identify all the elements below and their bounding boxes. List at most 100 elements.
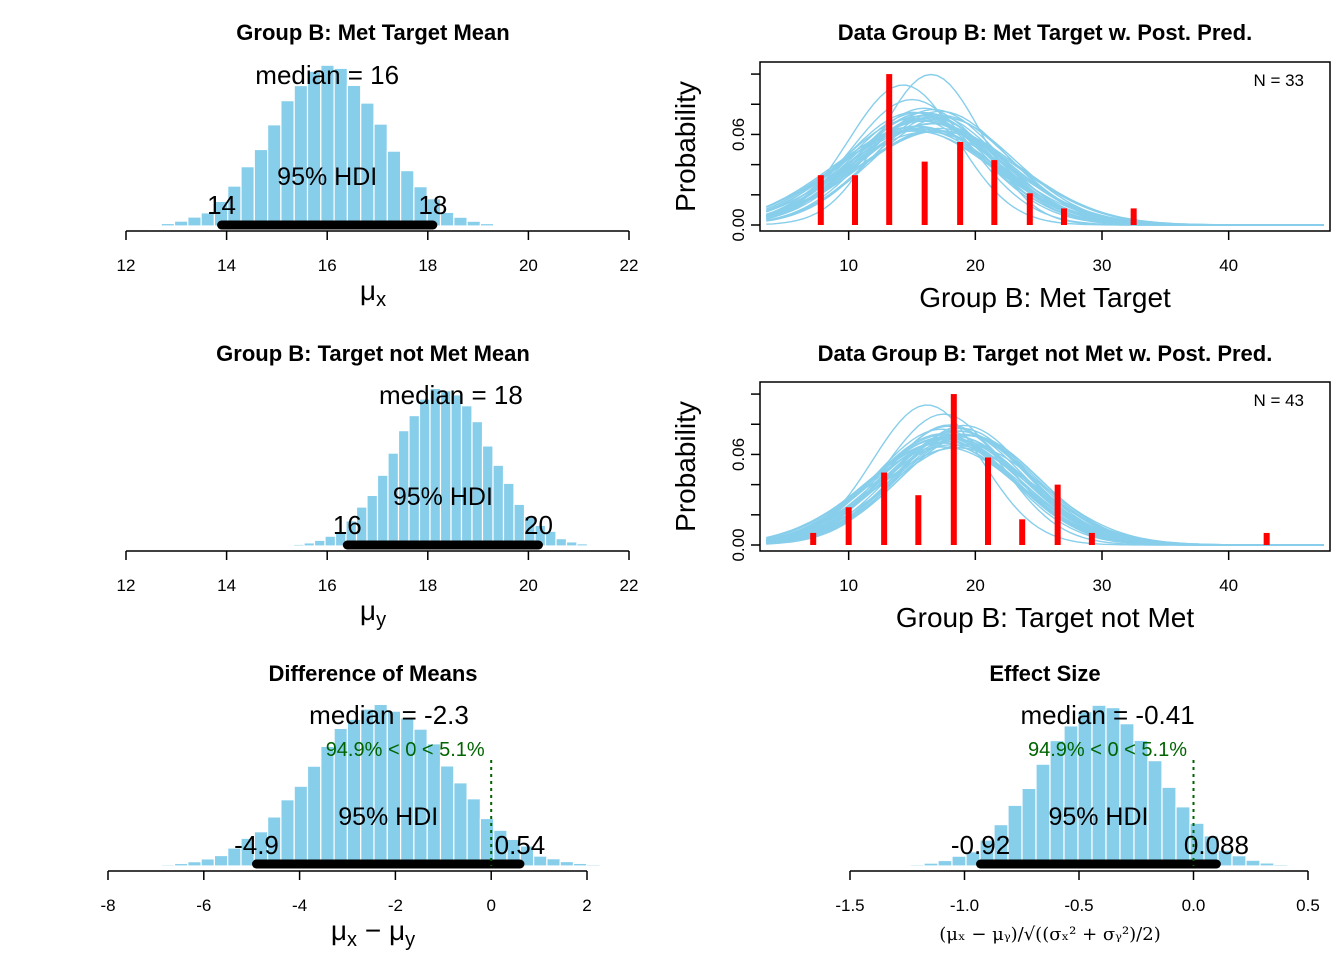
histogram-bar [937,859,953,867]
histogram-bar [1245,859,1261,867]
histogram-bar [313,539,326,547]
comparison-label: 94.9% < 0 < 5.1% [326,739,485,761]
histogram-bar [229,544,242,547]
histogram-bar [292,543,305,547]
histogram-bar [306,70,322,227]
histogram-bar [1287,864,1303,867]
x-tick-label: -4 [292,896,307,915]
x-tick-label: 40 [1219,256,1238,275]
x-tick-label: -8 [100,896,115,915]
y-axis [751,73,760,226]
histogram-bar [565,541,578,547]
histogram-bar [366,494,379,547]
histogram-bar [240,166,255,227]
histogram-bar [769,864,785,867]
y-tick-label: 0.06 [729,118,748,151]
pp-curve [766,125,1324,226]
histogram-bar [320,745,335,867]
hdi-label: 95% HDI [393,483,493,511]
histogram-bar [306,765,322,867]
histogram-bar [134,224,149,227]
median-label: median = -0.41 [1021,700,1195,730]
pp-curve [766,125,1324,226]
data-bar [1026,193,1033,225]
histogram-bar [586,863,601,867]
data-bar [845,507,852,545]
histogram-bar [1301,864,1317,867]
x-tick-label: 10 [839,576,858,595]
x-tick-label: 14 [217,256,236,275]
histogram-bar [519,224,535,227]
histogram-bar [219,544,232,547]
histogram-bars [107,64,641,227]
x-tick-label: 18 [418,576,437,595]
histogram-bar [187,861,202,867]
histogram-bar [559,860,575,867]
x-tick-label: 30 [1093,256,1112,275]
data-bar [985,457,991,545]
data-bar [1088,532,1095,545]
hdi-label: 95% HDI [338,803,438,831]
histogram-bar [1147,760,1163,867]
histogram-bar [797,864,813,867]
histogram-bar [250,544,263,547]
x-tick-label: 12 [117,256,136,275]
x-tick-label: 22 [620,256,639,275]
histogram-bars [769,704,1331,867]
pp-curve [766,127,1324,226]
histogram-bar [853,864,869,867]
data-bar [1054,484,1061,545]
histogram-bar [867,864,883,867]
x-axis-label: Group B: Met Target [919,282,1171,313]
data-bars [817,74,1137,226]
histogram-bar [628,544,641,547]
histogram-bar [572,224,588,227]
histogram-bar [626,224,641,227]
histogram-bar [1259,862,1275,867]
histogram-bar [147,864,162,867]
x-tick-label: -2 [388,896,403,915]
histogram-bar [386,710,402,867]
histogram-bar [418,398,431,547]
data-bar [915,495,922,545]
x-tick-label: 2 [582,896,591,915]
x-tick-label: 30 [1093,576,1112,595]
histogram-bar [261,544,274,547]
histogram-bar [881,864,897,867]
x-tick-label: 16 [318,256,337,275]
posterior-predictive-curves [766,404,1324,546]
histogram-bar [599,864,614,867]
histogram-bar [618,544,631,547]
histogram-bar [607,544,620,547]
hdi-label: 95% HDI [277,163,377,191]
histogram-bar [460,405,473,547]
histogram-bar [612,864,628,867]
histogram-bar [895,864,911,867]
histogram-bar [453,782,468,867]
x-tick-label: 20 [966,576,985,595]
hdi-high-label: 20 [524,510,553,540]
data-bar [810,532,817,545]
histogram-bar [612,224,628,227]
posterior-predictive-curves [766,73,1324,226]
x-tick-label: 12 [117,576,136,595]
hdi-low-label: -0.92 [951,830,1010,860]
histogram-bar [506,224,521,227]
histogram-bar [1021,787,1037,867]
histogram-bar [923,862,939,867]
histogram-bar [811,864,827,867]
n-label: N = 33 [1253,71,1304,90]
histogram-bar [1273,863,1289,867]
histogram-bar [1077,710,1093,867]
histogram-bar [333,67,349,227]
x-tick-label: 20 [966,256,985,275]
histogram-bar [1105,706,1121,867]
pp-curve [766,127,1324,226]
histogram-bar [107,224,122,227]
histogram-bars [219,387,641,547]
x-axis-label: Group B: Target not Met [896,602,1195,633]
n-label: N = 43 [1253,391,1304,410]
chart-title: Effect Size [989,661,1100,686]
x-tick-label: 22 [620,576,639,595]
